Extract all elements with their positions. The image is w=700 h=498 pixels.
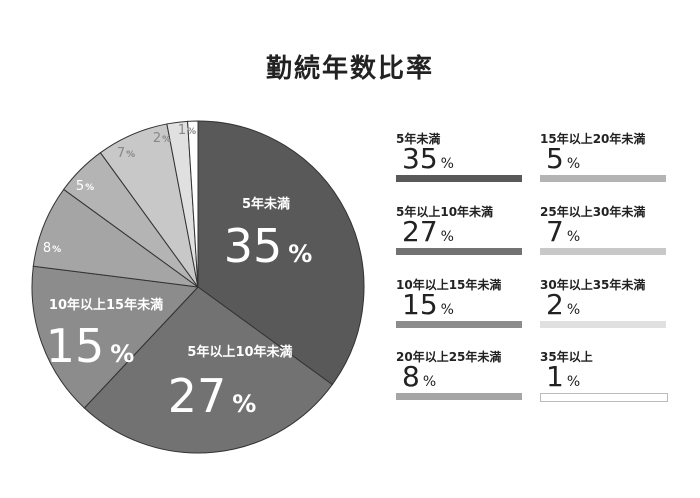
legend-label: 35年以上 — [540, 350, 593, 364]
legend-item: 5年以上10年未満 27% — [396, 203, 522, 265]
legend-label: 5年以上10年未満 — [396, 205, 494, 219]
legend-item: 20年以上25年未満 8% — [396, 348, 522, 410]
legend-swatch — [540, 248, 666, 255]
legend-percent: % — [566, 374, 581, 390]
legend-label: 10年以上15年未満 — [396, 278, 502, 292]
legend-swatch — [396, 248, 522, 255]
slice-value-6: 2% — [153, 131, 171, 146]
slice-value-0: 35% — [224, 219, 313, 273]
pie-slice-1 — [83, 286, 333, 454]
legend-percent: % — [422, 374, 437, 390]
legend-value: 7% — [546, 217, 580, 252]
legend-number: 15 — [402, 288, 438, 321]
pie-slice-2 — [31, 265, 200, 409]
legend-number: 1 — [546, 360, 564, 393]
legend-label: 30年以上35年未満 — [540, 278, 646, 292]
legend-percent: % — [440, 302, 454, 318]
slice-value-3: 8% — [43, 241, 61, 256]
legend-swatch — [396, 321, 522, 328]
legend-value: 8% — [402, 362, 436, 397]
legend-percent: % — [440, 156, 454, 172]
legend-number: 27 — [402, 215, 438, 248]
slice-value-2: 15% — [46, 319, 135, 373]
legend-swatch — [396, 175, 522, 182]
legend-label: 15年以上20年未満 — [540, 132, 646, 146]
legend-number: 2 — [546, 288, 564, 321]
legend-swatch — [540, 321, 666, 328]
legend-item: 25年以上30年未満 7% — [540, 203, 666, 265]
legend-swatch — [396, 393, 522, 400]
legend-item: 15年以上20年未満 5% — [540, 130, 666, 192]
legend-number: 8 — [402, 360, 420, 393]
legend-percent: % — [440, 229, 454, 245]
pie-slice-0 — [197, 120, 365, 386]
legend-percent: % — [566, 302, 581, 318]
slice-value-1: 27% — [168, 369, 257, 423]
legend-number: 7 — [546, 215, 564, 248]
legend-value: 35% — [402, 144, 454, 179]
legend-number: 35 — [402, 142, 438, 175]
slice-value-7: 1% — [178, 123, 196, 138]
slice-label-1: 5年以上10年未満 — [187, 344, 292, 360]
slice-label-2: 10年以上15年未満 — [49, 297, 163, 313]
legend-value: 27% — [402, 217, 454, 252]
slice-label-0: 5年未満 — [242, 196, 290, 212]
legend-value: 1% — [546, 362, 580, 397]
legend-percent: % — [566, 156, 581, 172]
legend-label: 5年未満 — [396, 132, 441, 146]
legend-value: 15% — [402, 290, 454, 325]
pie-slice-7 — [187, 120, 199, 288]
legend-percent: % — [566, 229, 581, 245]
legend-swatch — [540, 175, 666, 182]
legend-item: 30年以上35年未満 2% — [540, 276, 666, 338]
legend-swatch — [540, 393, 668, 402]
legend-item: 5年未満 35% — [396, 130, 522, 192]
chart-title: 勤続年数比率 — [265, 54, 434, 84]
legend-value: 2% — [546, 290, 580, 325]
legend-item: 35年以上 1% — [540, 348, 668, 410]
slice-value-4: 5% — [76, 179, 94, 194]
legend-value: 5% — [546, 144, 580, 179]
legend-item: 10年以上15年未満 15% — [396, 276, 522, 338]
slice-value-5: 7% — [117, 146, 135, 161]
legend-label: 20年以上25年未満 — [396, 350, 502, 364]
legend-label: 25年以上30年未満 — [540, 205, 646, 219]
legend-number: 5 — [546, 142, 564, 175]
